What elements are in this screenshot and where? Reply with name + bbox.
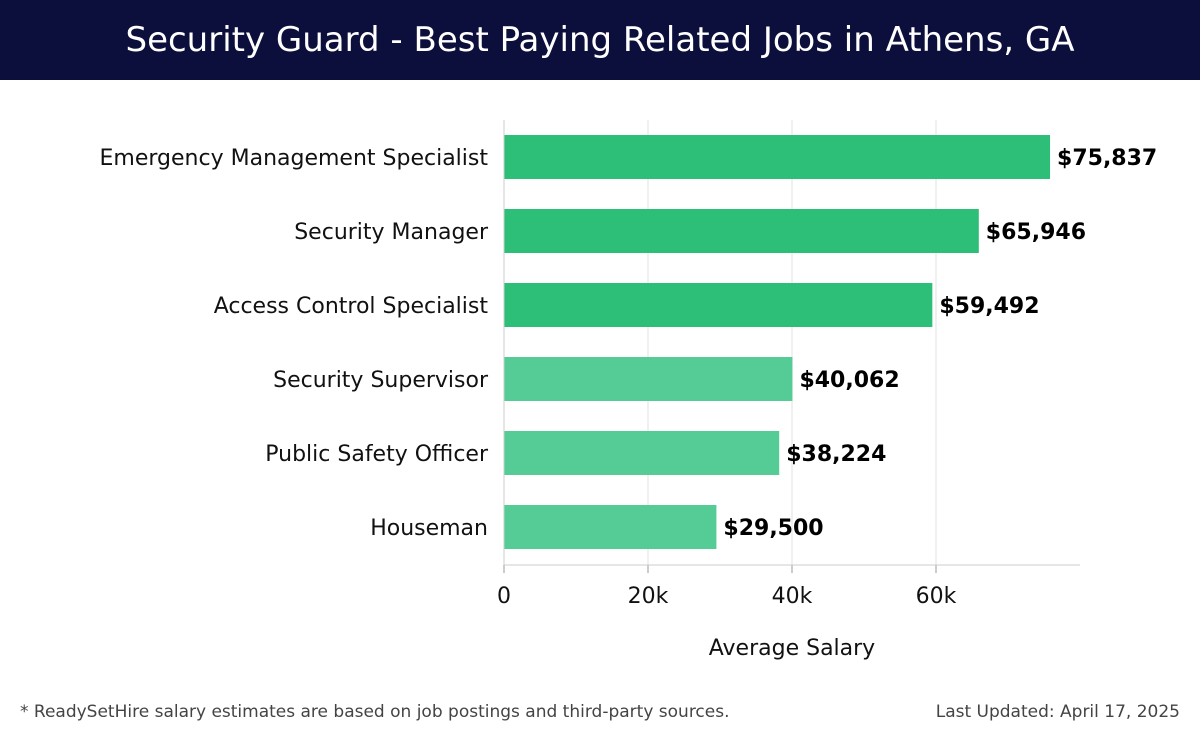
x-axis-title: Average Salary: [709, 636, 875, 661]
category-label: Security Supervisor: [273, 368, 489, 393]
bar: [504, 431, 780, 475]
category-label: Houseman: [370, 516, 488, 541]
salary-bar-chart: 0 20k 40k 60k Average Salary Emergency Manag…: [100, 120, 1158, 661]
title-banner: Security Guard - Best Paying Related Job…: [0, 0, 1200, 80]
grid-lines: [503, 120, 937, 565]
bar: [504, 505, 717, 549]
category-label: Access Control Specialist: [214, 294, 489, 319]
x-tick-label: 40k: [772, 584, 813, 609]
last-updated: Last Updated: April 17, 2025: [935, 702, 1180, 722]
value-label: $40,062: [799, 368, 899, 393]
category-label: Security Manager: [294, 220, 489, 245]
x-tick-label: 20k: [628, 584, 669, 609]
labels: Emergency Management Specialist $75,837 Se…: [100, 146, 1158, 541]
chart-title: Security Guard - Best Paying Related Job…: [125, 20, 1075, 60]
category-label: Public Safety Officer: [265, 442, 489, 467]
value-label: $65,946: [986, 220, 1086, 245]
x-tick-label: 0: [497, 584, 511, 609]
value-label: $75,837: [1057, 146, 1157, 171]
x-tick-label: 60k: [916, 584, 957, 609]
bar: [504, 357, 793, 401]
footnote: * ReadySetHire salary estimates are base…: [20, 702, 730, 722]
value-label: $38,224: [786, 442, 886, 467]
bar: [504, 209, 979, 253]
value-label: $59,492: [939, 294, 1039, 319]
bar: [504, 283, 933, 327]
category-label: Emergency Management Specialist: [100, 146, 489, 171]
value-label: $29,500: [723, 516, 823, 541]
bar: [504, 135, 1051, 179]
bars: [504, 135, 1051, 549]
x-axis: 0 20k 40k 60k Average Salary: [497, 120, 1080, 661]
